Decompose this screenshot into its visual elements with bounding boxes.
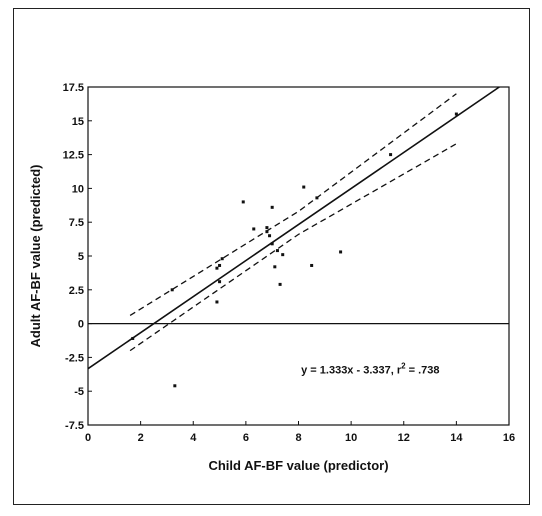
data-point <box>218 280 222 284</box>
y-tick-label: 5 <box>78 251 84 263</box>
data-point <box>215 266 219 270</box>
data-point <box>265 226 269 230</box>
y-tick-label: -5 <box>74 386 84 398</box>
data-point <box>241 200 245 204</box>
data-point <box>302 185 306 189</box>
data-point <box>310 263 314 267</box>
data-point <box>170 288 174 292</box>
y-tick-label: 12.5 <box>63 150 84 162</box>
y-tick-label: 7.5 <box>69 217 84 229</box>
regression-line <box>87 86 500 370</box>
x-tick-label: 8 <box>295 432 301 444</box>
data-point <box>131 336 135 340</box>
y-tick-label: 0 <box>78 319 84 331</box>
x-tick-label: 14 <box>450 432 463 444</box>
y-axis-title: Adult AF-BF value (predicted) <box>28 165 43 348</box>
y-axis: -7.5 -5 -2.5 0 2.5 5 7.5 10 12.5 15 17.5 <box>63 82 92 432</box>
confidence-band-upper <box>129 93 457 317</box>
data-point <box>389 153 393 157</box>
data-point <box>275 249 279 253</box>
regression-equation: y = 1.333x - 3.337, r2 = .738 <box>301 362 439 377</box>
equation-superscript: 2 <box>401 362 406 371</box>
y-tick-label: -2.5 <box>65 352 84 364</box>
data-point <box>265 230 269 234</box>
x-axis-title: Child AF-BF value (predictor) <box>208 458 388 473</box>
data-point <box>315 196 319 200</box>
data-point <box>220 257 224 261</box>
confidence-band-lower <box>129 143 457 352</box>
x-tick-label: 16 <box>503 432 515 444</box>
confidence-band <box>129 93 457 352</box>
data-point <box>268 234 272 238</box>
x-tick-label: 0 <box>85 432 91 444</box>
x-axis: 0 2 4 6 8 10 12 14 16 <box>85 421 515 444</box>
data-point <box>218 263 222 267</box>
data-point <box>270 242 274 246</box>
data-point <box>454 112 458 116</box>
data-point <box>270 205 274 209</box>
x-tick-label: 12 <box>398 432 410 444</box>
y-tick-label: 15 <box>72 116 84 128</box>
data-point <box>339 250 343 254</box>
data-point <box>281 253 285 257</box>
x-tick-label: 2 <box>138 432 144 444</box>
equation-suffix: = .738 <box>406 365 440 377</box>
data-point <box>173 384 177 388</box>
data-point <box>273 265 277 269</box>
data-point <box>278 282 282 286</box>
y-tick-label: 2.5 <box>69 285 84 297</box>
x-tick-label: 10 <box>345 432 357 444</box>
data-point <box>252 227 256 231</box>
data-point <box>215 300 219 304</box>
y-tick-label: -7.5 <box>65 420 84 432</box>
chart-frame <box>13 8 530 505</box>
x-tick-label: 4 <box>190 432 197 444</box>
plot-area <box>87 86 510 426</box>
x-tick-label: 6 <box>243 432 249 444</box>
y-tick-label: 17.5 <box>63 82 84 94</box>
plot-border <box>87 86 510 426</box>
data-points <box>131 112 458 388</box>
y-tick-label: 10 <box>72 183 84 195</box>
equation-text: y = 1.333x - 3.337, r <box>301 365 402 377</box>
